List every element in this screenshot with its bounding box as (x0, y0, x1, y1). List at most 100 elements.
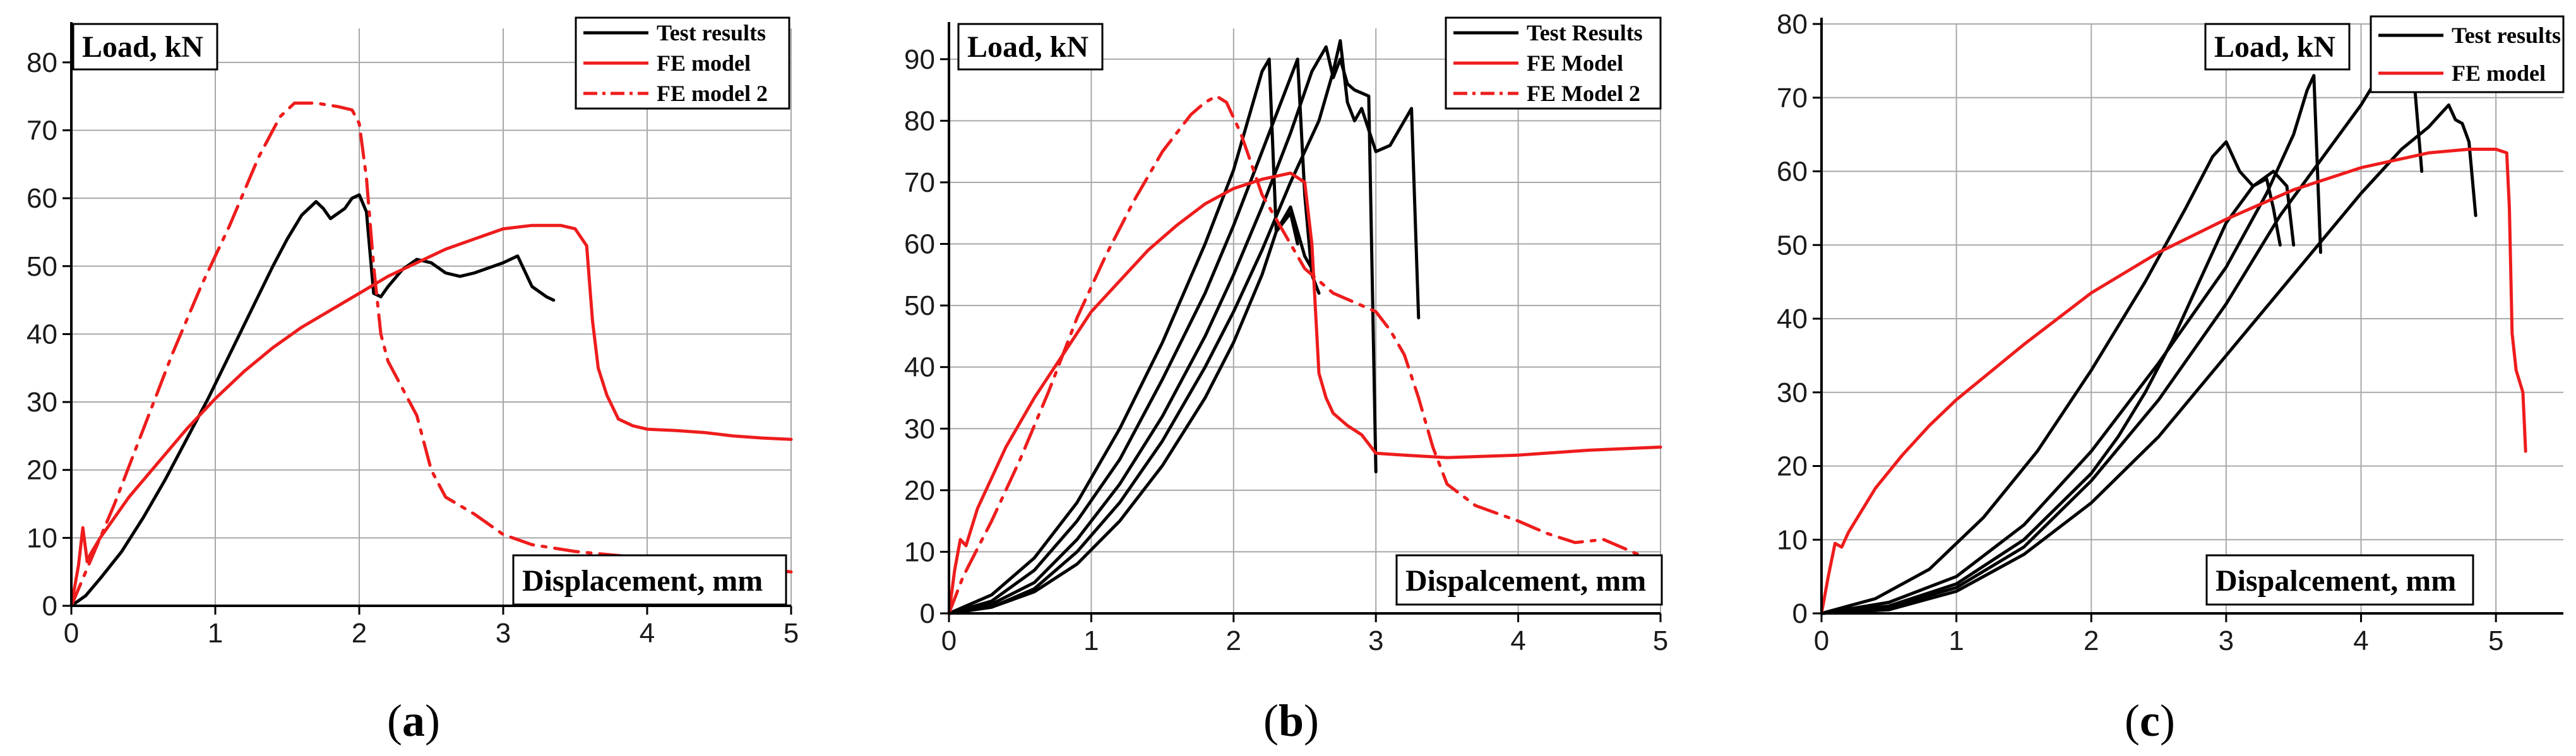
x-tick-label-b-5: 5 (1653, 625, 1668, 656)
x-tick-label-a-1: 1 (208, 618, 223, 649)
legend-a: Test results FE model FE model 2 (575, 16, 790, 110)
series-line-a-2 (69, 101, 793, 608)
x-label-box-b (1395, 554, 1663, 606)
y-tick-label-a-50: 50 (27, 251, 57, 282)
y-tick-label-c-0: 0 (1792, 598, 1808, 629)
y-tick-label-b-0: 0 (920, 598, 935, 629)
series-line-b-2 (947, 45, 1378, 615)
y-tick-label-c-30: 30 (1777, 377, 1808, 408)
x-tick-label-b-4: 4 (1510, 625, 1525, 656)
x-tick-label-b-1: 1 (1083, 625, 1099, 656)
y-label-box-b (957, 23, 1104, 71)
caption-a-open: ( (387, 695, 402, 746)
y-tick-label-a-30: 30 (27, 387, 57, 418)
y-tick-label-b-60: 60 (904, 229, 935, 260)
legend-label-b-0: Test Results (1527, 20, 1643, 45)
caption-b-close: ) (1304, 695, 1319, 746)
legend-label-b-2: FE Model 2 (1527, 81, 1640, 106)
series-line-a-0 (69, 193, 556, 608)
y-tick-label-b-80: 80 (904, 105, 935, 136)
y-tick-label-c-20: 20 (1777, 451, 1808, 482)
series-line-c-1 (1820, 74, 2322, 615)
caption-c-open: ( (2125, 695, 2140, 746)
x-tick-label-b-0: 0 (941, 625, 957, 656)
y-tick-label-b-50: 50 (904, 290, 935, 321)
y-tick-label-a-60: 60 (27, 183, 57, 214)
series-line-b-0 (947, 57, 1314, 615)
legend-label-c-0: Test results (2452, 23, 2561, 48)
x-tick-label-c-3: 3 (2219, 625, 2234, 656)
x-tick-label-a-3: 3 (496, 618, 511, 649)
x-tick-label-c-1: 1 (1948, 625, 1964, 656)
legend-label-a-2: FE model 2 (657, 81, 768, 106)
x-tick-label-a-5: 5 (784, 618, 799, 649)
y-tick-label-c-50: 50 (1777, 230, 1808, 261)
y-tick-label-a-10: 10 (27, 523, 57, 553)
caption-c-letter: c (2140, 695, 2160, 746)
y-axis-label-b: Load, kN (967, 30, 1088, 64)
y-tick-label-a-80: 80 (27, 47, 57, 78)
x-label-box-a (512, 554, 787, 606)
legend-label-b-1: FE Model (1527, 50, 1623, 76)
x-tick-label-a-0: 0 (64, 618, 79, 649)
y-axis-label-c: Load, kN (2214, 30, 2335, 64)
y-tick-label-a-70: 70 (27, 115, 57, 146)
y-tick-label-c-70: 70 (1777, 83, 1808, 114)
y-tick-label-b-40: 40 (904, 352, 935, 383)
x-tick-label-a-4: 4 (640, 618, 655, 649)
x-axis-label-c: Dispalcement, mm (2215, 564, 2456, 598)
legend-label-c-1: FE model (2452, 61, 2546, 86)
caption-c: (c) (2125, 695, 2175, 746)
legend-label-a-0: Test results (657, 20, 766, 45)
y-tick-label-c-10: 10 (1777, 524, 1808, 555)
x-axis-label-a: Displacement, mm (522, 564, 763, 598)
series-line-b-4 (947, 211, 1299, 615)
x-tick-label-c-0: 0 (1814, 625, 1829, 656)
y-tick-label-c-60: 60 (1777, 157, 1808, 187)
legend-b: Test Results FE Model FE Model 2 (1445, 16, 1662, 110)
caption-a: (a) (387, 695, 440, 746)
caption-c-close: ) (2160, 695, 2175, 746)
series-line-b-1 (947, 57, 1321, 615)
y-tick-label-a-20: 20 (27, 455, 57, 486)
y-tick-label-b-20: 20 (904, 475, 935, 506)
y-tick-label-b-70: 70 (904, 167, 935, 198)
series-line-c-0 (1820, 140, 2282, 615)
x-tick-label-c-4: 4 (2353, 625, 2368, 656)
y-label-box-a (72, 23, 218, 71)
y-label-box-c (2204, 23, 2351, 71)
y-tick-label-c-40: 40 (1777, 304, 1808, 334)
caption-b-open: ( (1263, 695, 1279, 746)
x-tick-label-c-5: 5 (2488, 625, 2503, 656)
y-tick-label-b-30: 30 (904, 413, 935, 444)
y-tick-label-c-80: 80 (1777, 9, 1808, 40)
y-tick-label-a-0: 0 (42, 591, 57, 622)
series-line-a-1 (69, 223, 793, 608)
x-tick-label-b-3: 3 (1368, 625, 1383, 656)
legend-label-a-1: FE model (657, 50, 751, 76)
series-line-b-6 (947, 94, 1662, 615)
series-line-b-5 (947, 171, 1662, 615)
y-tick-label-b-90: 90 (904, 44, 935, 75)
y-tick-label-a-40: 40 (27, 319, 57, 350)
series-line-b-3 (947, 39, 1421, 615)
y-tick-label-b-10: 10 (904, 536, 935, 567)
caption-a-close: ) (425, 695, 440, 746)
caption-b: (b) (1263, 695, 1319, 746)
x-tick-label-a-2: 2 (352, 618, 367, 649)
x-axis-label-b: Dispalcement, mm (1405, 564, 1646, 598)
series-line-c-3 (1820, 66, 2424, 615)
legend-c: Test results FE model (2370, 15, 2565, 93)
y-axis-label-a: Load, kN (82, 30, 203, 64)
x-label-box-c (2205, 554, 2474, 606)
x-tick-label-c-2: 2 (2084, 625, 2099, 656)
series-line-c-5 (1820, 148, 2527, 615)
caption-b-letter: b (1279, 695, 1304, 746)
caption-a-letter: a (402, 695, 425, 746)
legend-box-c (2370, 15, 2565, 93)
x-tick-label-b-2: 2 (1226, 625, 1241, 656)
